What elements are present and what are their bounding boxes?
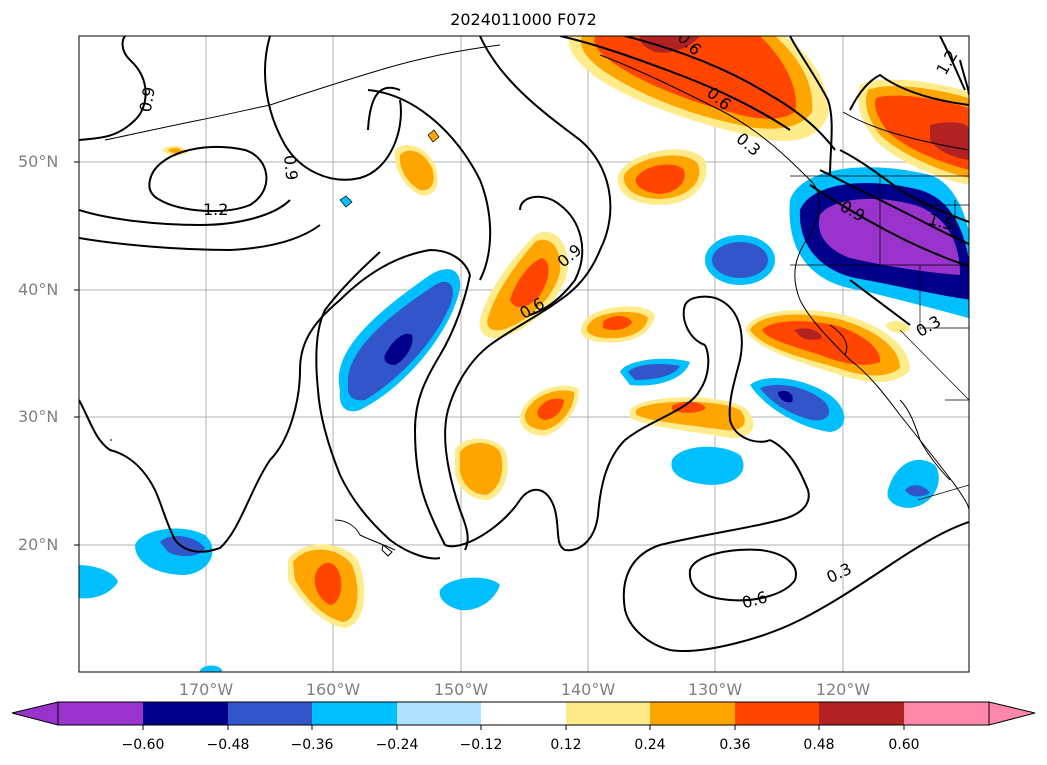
contour-1.2-closed	[148, 145, 268, 213]
colorbar-bin	[481, 702, 566, 725]
colorbar-extend-left	[11, 701, 59, 726]
colorbar-tick-label: 0.48	[803, 737, 835, 753]
axis-ticks	[74, 161, 79, 546]
colorbar-bin	[312, 702, 397, 725]
lat-label-20n: 20°N	[18, 535, 59, 554]
colorbar-bin	[819, 702, 904, 725]
lat-label-30n: 30°N	[18, 407, 59, 426]
colorbar-tick-label: 0.12	[550, 737, 582, 753]
contour-label-3: 1.2	[203, 200, 228, 219]
contour-0.9-west	[79, 36, 147, 141]
colorbar-bin	[650, 702, 735, 725]
coastlines	[104, 44, 969, 557]
colorbar-bin	[228, 702, 312, 725]
colorbar-tick-label: −0.24	[375, 737, 419, 753]
colorbar-tick-label: 0.60	[888, 737, 920, 753]
colorbar-bin	[143, 702, 228, 725]
contour-label-2: 0.9	[280, 154, 301, 181]
colorbar-bin	[904, 702, 989, 725]
map-area: 0.9 0.9 1.2 0.6 0.9 0.6 0.3 0.6 0.3 1.2 …	[79, 36, 969, 672]
colorbar-bin	[566, 702, 650, 725]
lon-label-130w: 130°W	[687, 680, 743, 699]
lat-label-50n: 50°N	[18, 152, 59, 171]
colorbar-tick-label: 0.24	[634, 737, 666, 753]
colorbar	[11, 701, 1036, 730]
contour-label-1: 0.9	[136, 85, 159, 113]
borders	[790, 175, 969, 501]
colorbar-bin	[397, 702, 481, 725]
colorbar-tick-label: −0.48	[206, 737, 250, 753]
lon-label-120w: 120°W	[815, 680, 871, 699]
contour-0.6-closed	[688, 548, 797, 602]
colorbar-tick-label: −0.60	[121, 737, 165, 753]
gridlines	[79, 36, 969, 672]
negative-anomalies	[79, 167, 969, 672]
map-title: 2024011000 F072	[450, 10, 597, 29]
colorbar-extend-right	[988, 701, 1036, 726]
map-frame	[78, 35, 970, 673]
colorbar-bin	[735, 702, 819, 725]
contours	[79, 36, 969, 652]
lon-label-140w: 140°W	[560, 680, 616, 699]
lon-label-150w: 150°W	[433, 680, 489, 699]
lon-label-160w: 160°W	[305, 680, 361, 699]
colorbar-tick-label: −0.36	[290, 737, 334, 753]
colorbar-tick-label: −0.12	[459, 737, 503, 753]
colorbar-bin	[58, 702, 143, 725]
lon-label-170w: 170°W	[178, 680, 234, 699]
colorbar-tick-label: 0.36	[719, 737, 751, 753]
lat-label-40n: 40°N	[18, 280, 59, 299]
